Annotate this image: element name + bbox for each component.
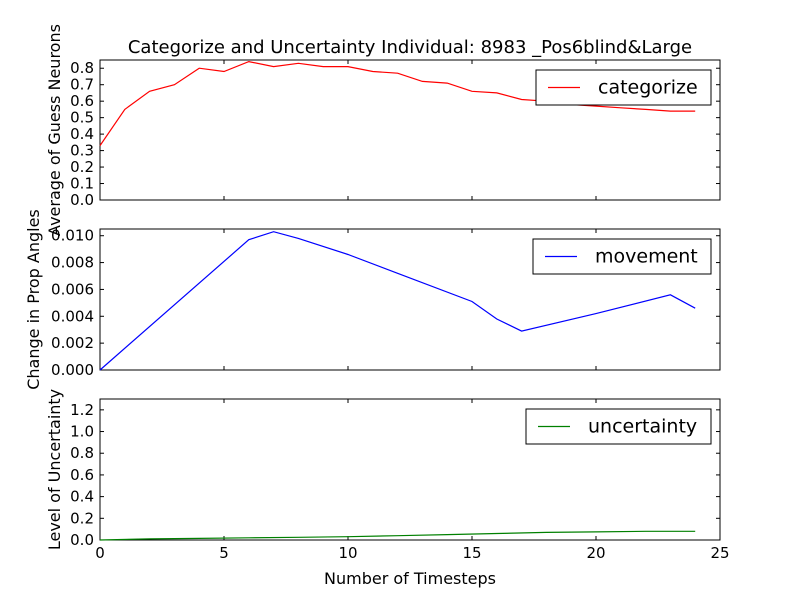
subplot-2: 0.000 0.002 0.004 0.006 0.008 0.010 Change in … bbox=[24, 209, 721, 390]
legend: categorize bbox=[535, 69, 712, 106]
y-tick-label: 0.004 bbox=[51, 307, 94, 325]
y-tick-label: 1.0 bbox=[70, 423, 94, 441]
plot-area-frame bbox=[99, 59, 721, 201]
y-tick-label: 0.006 bbox=[51, 280, 94, 298]
x-tick-label: 15 bbox=[462, 544, 481, 562]
y-tick-label: 0.8 bbox=[70, 59, 94, 77]
y-tick-label: 0.0 bbox=[70, 191, 94, 209]
y-tick-label: 0.7 bbox=[70, 76, 94, 94]
legend-label: categorize bbox=[598, 77, 698, 99]
y-tick-label: 0.000 bbox=[51, 361, 94, 379]
y-tick-label: 1.2 bbox=[70, 401, 94, 419]
subplot-3: 0.0 0.2 0.4 0.6 0.8 1.0 1.2 0 5 10 15 20 25 Level of … bbox=[45, 389, 730, 562]
y-tick-label: 0.3 bbox=[70, 142, 94, 160]
series-line-movement bbox=[99, 231, 696, 371]
legend-label: movement bbox=[595, 246, 698, 268]
y-tick-label: 0.8 bbox=[70, 444, 94, 462]
x-tick-label: 5 bbox=[219, 544, 229, 562]
y-tick-label: 0.008 bbox=[51, 254, 94, 272]
y-tick-label: 0.1 bbox=[70, 175, 94, 193]
legend: movement bbox=[532, 238, 712, 275]
y-tick-label: 0.0 bbox=[70, 531, 94, 549]
x-tick-label: 25 bbox=[710, 544, 729, 562]
y-tick-label: 0.2 bbox=[70, 158, 94, 176]
y-tick-label: 0.002 bbox=[51, 334, 94, 352]
plot-area-frame bbox=[99, 228, 721, 371]
plot-area-frame bbox=[99, 398, 721, 541]
x-tick-label: 0 bbox=[95, 544, 105, 562]
y-tick-label: 0.6 bbox=[70, 92, 94, 110]
y-tick-label: 0.2 bbox=[70, 509, 94, 527]
y-tick-label: 0.6 bbox=[70, 466, 94, 484]
legend: uncertainty bbox=[525, 408, 712, 445]
y-tick-label: 0.4 bbox=[70, 488, 94, 506]
legend-label: uncertainty bbox=[588, 416, 697, 438]
series-line-uncertainty bbox=[99, 530, 696, 541]
y-axis-label: Average of Guess Neurons bbox=[45, 24, 64, 236]
y-tick-label: 0.5 bbox=[70, 109, 94, 127]
x-tick-label: 20 bbox=[586, 544, 605, 562]
subplot-1: 0.00.10.20.30.40.50.60.70.8 Average of Gu… bbox=[45, 24, 721, 236]
y-axis-label: Level of Uncertainty bbox=[45, 389, 64, 550]
series-line-categorize bbox=[99, 60, 696, 146]
x-axis-label: Number of Timesteps bbox=[324, 569, 496, 588]
y-tick-label: 0.010 bbox=[51, 227, 94, 245]
y-tick-label: 0.4 bbox=[70, 125, 94, 143]
chart-title: Categorize and Uncertainty Individual: 8… bbox=[128, 37, 692, 58]
x-tick-label: 10 bbox=[338, 544, 357, 562]
y-axis-label: Change in Prop Angles bbox=[24, 209, 43, 390]
